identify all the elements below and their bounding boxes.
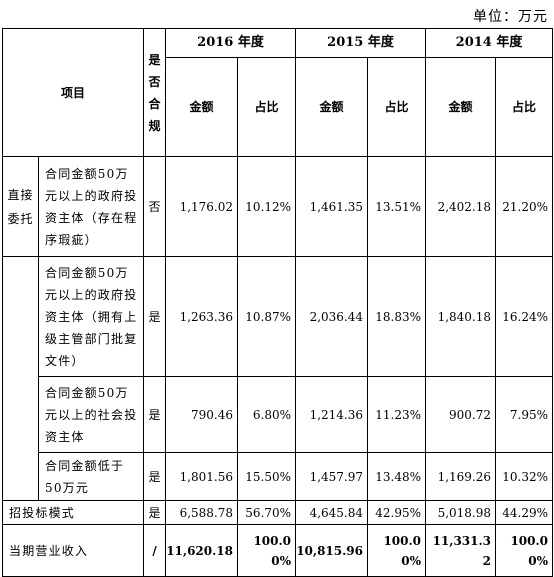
cell-amount-2014: 2,402.18	[425, 156, 497, 257]
cell-ratio-2014: 7.95%	[495, 376, 554, 453]
cell-amount-2016: 1,801.56	[165, 452, 239, 501]
cell-amount-2015: 10,815.96	[295, 524, 369, 577]
cell-ratio-2014: 16.24%	[495, 256, 554, 377]
cell-amount-2015: 1,461.35	[295, 156, 369, 257]
cell-amount-2016: 11,620.18	[165, 524, 239, 577]
cell-amount-2014: 5,018.98	[425, 500, 497, 525]
cell-amount-2016: 790.46	[165, 376, 239, 453]
header-amount: 金额	[425, 57, 497, 157]
cell-amount-2014: 1,169.26	[425, 452, 497, 501]
cell-amount-2016: 1,263.36	[165, 256, 239, 377]
table-row: 合同金额低于50万元 是 1,801.56 15.50% 1,457.97 13…	[3, 452, 554, 501]
header-year-2015: 2015 年度	[295, 28, 427, 58]
cell-ratio-2016: 15.50%	[237, 452, 297, 501]
cell-ratio-2016: 56.70%	[237, 500, 297, 525]
cell-amount-2014: 1,840.18	[425, 256, 497, 377]
cell-ratio-2015: 11.23%	[367, 376, 427, 453]
cell-amount-2015: 1,457.97	[295, 452, 369, 501]
cell-amount-2015: 4,645.84	[295, 500, 369, 525]
cell-amount-2016: 6,588.78	[165, 500, 239, 525]
header-item: 项目	[1, 28, 145, 157]
table-row: 合同金额50万元以上的政府投资主体（拥有上级主管部门批复文件） 是 1,263.…	[2, 256, 554, 501]
row-compliant: 是	[143, 376, 167, 453]
table-row: 直接委托 合同金额50万元以上的政府投资主体（存在程序瑕疵） 否 1,176.0…	[2, 156, 554, 257]
header-amount: 金额	[165, 57, 239, 157]
unit-label: 单位：万元	[473, 9, 548, 25]
table-row: 合同金额50万元以上的社会投资主体 是 790.46 6.80% 1,214.3…	[3, 376, 554, 453]
cell-ratio-2015: 18.83%	[367, 256, 427, 377]
header-year-2016: 2016 年度	[165, 28, 297, 58]
cell-ratio-2016: 6.80%	[237, 376, 297, 453]
cell-amount-2015: 2,036.44	[295, 256, 369, 377]
category-blank	[2, 256, 39, 501]
cell-ratio-2015: 42.95%	[367, 500, 427, 525]
row-compliant: 是	[143, 500, 167, 525]
cell-ratio-2015: 13.51%	[367, 156, 427, 257]
cell-ratio-2016: 10.87%	[237, 256, 297, 377]
cell-ratio-2016: 10.12%	[237, 156, 297, 257]
cell-amount-2015: 1,214.36	[295, 376, 369, 453]
cell-amount-2016: 1,176.02	[165, 156, 239, 257]
row-compliant: 否	[143, 156, 167, 257]
row-total-label: 当期营业收入	[1, 524, 145, 577]
header-ratio: 占比	[367, 57, 427, 157]
cell-amount-2014: 900.72	[425, 376, 497, 453]
header-year-2014: 2014 年度	[425, 28, 554, 58]
row-compliant: /	[143, 524, 167, 577]
table-row: 招投标模式 是 6,588.78 56.70% 4,645.84 42.95% …	[1, 500, 554, 525]
header-ratio: 占比	[237, 57, 297, 157]
table-row: 当期营业收入 / 11,620.18 100.00% 10,815.96 100…	[1, 524, 554, 577]
row-description: 合同金额低于50万元	[37, 452, 145, 501]
cell-ratio-2016: 100.00%	[237, 524, 297, 577]
cell-ratio-2014: 21.20%	[495, 156, 554, 257]
cell-ratio-2014: 100.00%	[495, 524, 554, 577]
cell-ratio-2015: 100.00%	[367, 524, 427, 577]
row-description: 合同金额50万元以上的政府投资主体（存在程序瑕疵）	[37, 156, 145, 257]
header-amount: 金额	[295, 57, 369, 157]
cell-ratio-2014: 44.29%	[495, 500, 554, 525]
cell-ratio-2015: 13.48%	[367, 452, 427, 501]
header-compliant: 是否合规	[143, 28, 167, 157]
cell-ratio-2014: 10.32%	[495, 452, 554, 501]
row-compliant: 是	[143, 256, 167, 377]
row-description: 合同金额50万元以上的政府投资主体（拥有上级主管部门批复文件）	[37, 256, 145, 377]
category-direct: 直接委托	[2, 156, 39, 257]
row-tender-label: 招投标模式	[1, 500, 145, 525]
header-ratio: 占比	[495, 57, 554, 157]
revenue-table: 项目 是否合规 2016 年度 2015 年度 2014 年度 金额 占比 金额…	[1, 28, 554, 577]
row-compliant: 是	[143, 452, 167, 501]
row-description: 合同金额50万元以上的社会投资主体	[37, 376, 145, 453]
cell-amount-2014: 11,331.32	[425, 524, 497, 577]
